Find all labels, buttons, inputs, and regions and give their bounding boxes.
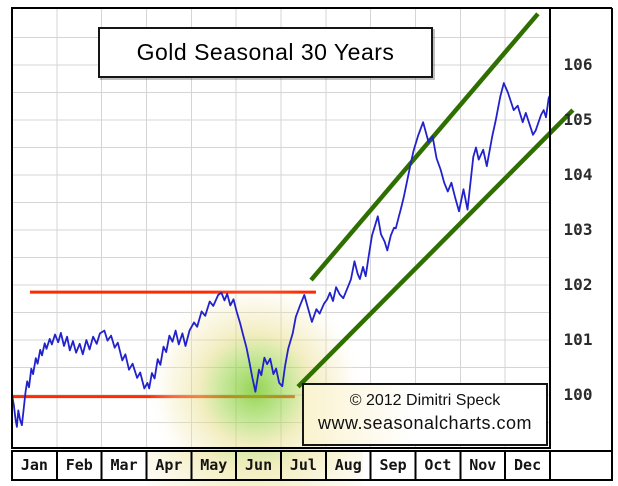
month-label-oct: Oct (424, 456, 452, 474)
plot-border (11, 7, 551, 449)
channel-lower-line (296, 108, 575, 389)
month-label-aug: Aug (334, 456, 362, 474)
month-label-jul: Jul (289, 456, 317, 474)
chart-title: Gold Seasonal 30 Years (136, 39, 395, 65)
month-label-jan: Jan (20, 456, 48, 474)
channel-upper-line (309, 12, 540, 282)
month-label-feb: Feb (65, 456, 93, 474)
month-label-mar: Mar (110, 456, 138, 474)
price-line (11, 82, 551, 428)
month-label-may: May (200, 456, 228, 474)
month-label-sep: Sep (379, 456, 407, 474)
month-label-apr: Apr (155, 456, 183, 474)
chart-frame (11, 7, 613, 481)
month-row-border (11, 450, 613, 481)
watermark-url: www.seasonalcharts.com (317, 413, 533, 433)
month-label-nov: Nov (469, 456, 497, 474)
month-axis: Jan Feb Mar Apr May Jun Jul Aug Sep Oct Nov Dec (12, 451, 613, 480)
month-label-dec: Dec (514, 456, 542, 474)
month-label-jun: Jun (245, 456, 273, 474)
watermark-box: © 2012 Dimitri Speck www.seasonalcharts.… (302, 383, 548, 446)
watermark-copyright: © 2012 Dimitri Speck (349, 392, 501, 409)
chart-title-box: Gold Seasonal 30 Years (98, 27, 433, 78)
